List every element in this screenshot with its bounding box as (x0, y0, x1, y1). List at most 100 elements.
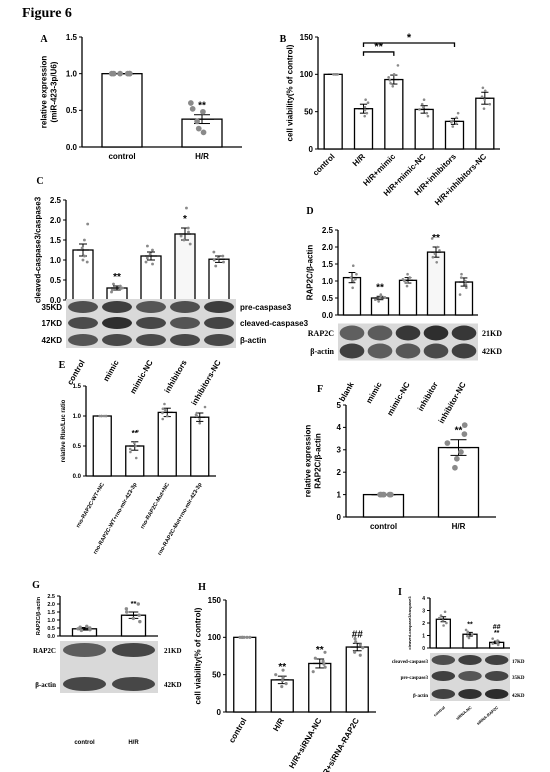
figure-title: Figure 6 (22, 6, 72, 21)
blot-band (367, 325, 393, 341)
category-label: control (370, 522, 397, 531)
blot-band (68, 301, 98, 313)
data-point (163, 402, 166, 406)
panel-i: I 0 1 2 3 4 cleaved-caspase3/caspase3 control **… (392, 587, 525, 726)
y-axis-label-line: (miR-423-3p/U6) (49, 61, 58, 122)
blot-band (431, 689, 456, 699)
data-point (134, 444, 137, 448)
panel-letter: B (280, 34, 287, 45)
bar (370, 297, 390, 316)
data-point (186, 226, 190, 230)
blot-band (395, 343, 421, 359)
data-point (280, 679, 284, 683)
blot-left-label: 17KD (42, 319, 63, 328)
data-point (425, 111, 429, 115)
blot-band (136, 317, 166, 329)
blot-band (204, 301, 234, 313)
blot-right-label: 17KD (512, 660, 525, 665)
data-point (373, 298, 377, 302)
data-point (118, 284, 122, 288)
data-point (83, 254, 86, 258)
data-point (358, 653, 362, 657)
data-point (332, 73, 335, 76)
data-point (365, 111, 369, 115)
category-label: H/R (351, 152, 367, 168)
data-point (363, 105, 367, 109)
bar (92, 415, 112, 477)
blot-band (102, 334, 132, 346)
category-label: rno-RAP2C-WT+NC (75, 482, 106, 529)
y-tick-label: 1.5 (47, 610, 55, 616)
y-tick-label: 2.0 (322, 243, 334, 252)
y-tick-label: 100 (300, 70, 314, 79)
y-axis-label: cell viability(% of control) (285, 44, 294, 141)
y-axis-label: RAP2C/β-actin (36, 596, 42, 635)
category-label: H/R (195, 152, 209, 161)
y-tick-label: 2 (337, 468, 342, 477)
blot-right-label: cleaved-caspase3 (240, 319, 309, 328)
y-tick-label: 0.0 (50, 296, 62, 305)
panel-a: A 0.0 0.5 1.0 1.5 relative expression (miR-423… (39, 33, 242, 161)
data-point (163, 408, 167, 412)
data-point (470, 632, 474, 636)
blot-band (458, 655, 482, 665)
y-tick-label: 1 (422, 633, 425, 639)
bar (444, 120, 465, 150)
blot-band (423, 325, 449, 341)
data-point (189, 106, 196, 112)
data-point (148, 252, 152, 256)
blot-right-label: 42KD (164, 681, 182, 689)
panel-d: D 0.0 0.5 1.0 1.5 2.0 2.5 RAP2C/β-actin blank ** m… (305, 206, 502, 425)
data-point (281, 676, 285, 680)
data-point (311, 670, 315, 674)
data-point (351, 264, 355, 268)
data-point (323, 650, 327, 654)
y-axis-label: relative expression (miR-423-3p/U6) (39, 56, 58, 129)
panel-letter: F (317, 384, 323, 395)
y-tick-label: 1 (337, 490, 342, 499)
bar (140, 255, 162, 301)
y-axis-label-line: RAP2C/β-actin (305, 245, 314, 301)
blot-left-label: β-actin (413, 694, 428, 699)
data-point (353, 637, 357, 641)
y-tick-label: 0.0 (322, 311, 334, 320)
y-tick-label: 0.5 (50, 276, 62, 285)
y-tick-label: 3 (337, 446, 342, 455)
data-point (117, 70, 123, 77)
blot-band (431, 671, 456, 681)
blot-band (339, 343, 365, 359)
category-label: mimic (101, 358, 121, 383)
category-label: inhibitor-NC (437, 380, 468, 425)
y-axis-label-line: RAP2C/β-actin (313, 433, 322, 489)
data-point (464, 628, 468, 632)
data-point (161, 407, 165, 411)
data-point (221, 254, 225, 258)
blot-band (170, 301, 200, 313)
data-point (401, 278, 405, 281)
bar (345, 646, 369, 713)
category-label: control (65, 359, 86, 387)
category-label: inhibitor (416, 381, 440, 413)
data-point (187, 230, 190, 234)
data-point (138, 619, 142, 624)
data-point (78, 625, 82, 629)
blot-band (451, 325, 477, 341)
data-point (422, 98, 426, 102)
western-blot: RAP2C β-actin 21KD 42KD (308, 323, 502, 361)
data-point (144, 260, 148, 264)
bar (342, 276, 362, 316)
data-point (203, 405, 207, 409)
panel-f: F 0 1 2 3 4 5 relative expression RAP2C/β-actin c… (303, 384, 496, 531)
blot-band (62, 643, 107, 657)
data-point (102, 414, 106, 418)
data-point (85, 624, 89, 629)
data-point (80, 246, 84, 250)
bar (384, 78, 404, 150)
y-tick-label: 2.5 (322, 226, 334, 235)
y-tick-label: 0 (422, 646, 425, 652)
data-point (354, 640, 358, 644)
category-label: inhibitors (163, 358, 189, 395)
data-point (110, 70, 117, 77)
y-tick-label: 1.0 (73, 414, 82, 420)
data-point (464, 279, 467, 283)
